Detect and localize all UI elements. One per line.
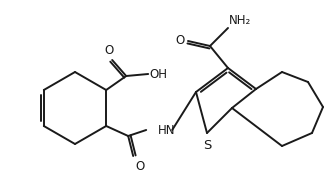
Text: S: S [203, 139, 211, 152]
Text: HN: HN [158, 123, 176, 136]
Text: O: O [135, 160, 144, 173]
Text: NH₂: NH₂ [229, 14, 251, 27]
Text: O: O [176, 35, 185, 47]
Text: OH: OH [149, 68, 167, 81]
Text: O: O [104, 44, 114, 57]
